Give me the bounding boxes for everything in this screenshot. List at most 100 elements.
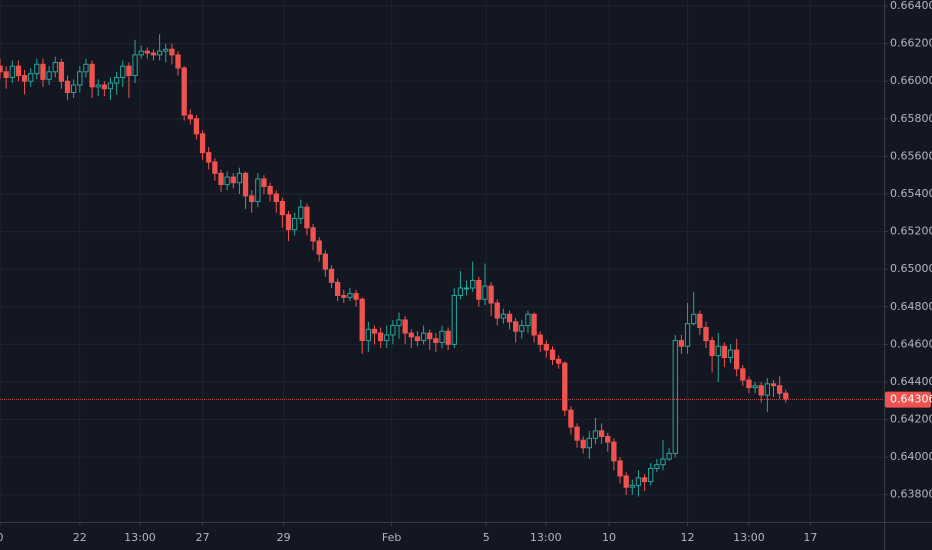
candle-body — [562, 362, 568, 411]
y-tick-label: 0.65000 — [890, 262, 932, 275]
candle-body — [611, 441, 617, 462]
candle-body — [150, 52, 157, 56]
candle-body — [359, 298, 365, 342]
candle-body — [598, 430, 605, 437]
candle-body — [156, 50, 163, 56]
candle-body — [181, 67, 187, 116]
candle-body — [77, 71, 83, 86]
candle-body — [586, 437, 592, 449]
candle-body — [703, 326, 709, 342]
candle-body — [470, 279, 476, 289]
candle-body — [709, 340, 715, 357]
x-tick-label: 27 — [196, 531, 210, 544]
candle-body — [654, 464, 660, 469]
candle-body — [764, 383, 771, 396]
candle-body — [218, 172, 224, 186]
x-tick-label: 0 — [0, 531, 4, 544]
candle-body — [783, 392, 789, 400]
y-tick-label: 0.64600 — [890, 337, 932, 350]
candle-body — [267, 185, 273, 195]
candle-body — [580, 439, 586, 449]
y-tick-label: 0.64800 — [890, 300, 932, 313]
x-tick-label: 10 — [602, 531, 616, 544]
candle-body — [371, 328, 378, 334]
candle-body — [451, 294, 457, 345]
candle-body — [568, 409, 574, 428]
candle-body — [721, 345, 728, 359]
candle-body — [212, 161, 218, 174]
candle-body — [623, 475, 629, 488]
y-tick-label: 0.63800 — [890, 488, 932, 501]
candle-body — [15, 65, 22, 77]
candle-body — [175, 54, 181, 69]
candle-body — [347, 293, 353, 298]
candle-body — [513, 321, 519, 332]
candle-body — [138, 50, 144, 56]
candle-body — [316, 240, 322, 255]
candle-body — [34, 63, 40, 75]
candle-body — [476, 279, 482, 300]
x-tick-label: 13:00 — [733, 531, 765, 544]
candle-body — [187, 114, 193, 120]
candle-body — [21, 75, 28, 82]
y-tick-label: 0.66000 — [890, 74, 932, 87]
candle-body — [193, 118, 200, 135]
candle-body — [236, 172, 243, 184]
candle-body — [310, 227, 316, 242]
candle-body — [457, 287, 464, 296]
candle-body — [230, 176, 236, 184]
candle-body — [420, 332, 427, 342]
candle-body — [408, 332, 414, 338]
candle-body — [531, 313, 537, 336]
candle-body — [384, 334, 390, 342]
candle-body — [445, 330, 451, 345]
candle-body — [365, 328, 371, 342]
candle-body — [261, 178, 267, 187]
candle-body — [89, 63, 95, 88]
candle-body — [242, 172, 249, 197]
candle-body — [377, 332, 384, 342]
candle-body — [126, 65, 132, 77]
y-tick-label: 0.64200 — [890, 413, 932, 426]
candle-body — [776, 385, 783, 394]
candle-body — [279, 201, 286, 216]
candle-body — [107, 82, 114, 90]
candle-body — [648, 467, 654, 483]
candle-body — [101, 84, 108, 90]
candle-body — [439, 330, 445, 343]
candle-body — [463, 287, 470, 290]
candle-body — [113, 76, 120, 84]
candle-body — [3, 71, 9, 78]
candle-body — [758, 385, 764, 396]
candle-body — [334, 281, 341, 296]
candle-body — [285, 214, 292, 231]
candle-body — [746, 379, 752, 389]
candle-body — [549, 349, 556, 360]
y-tick-label: 0.65200 — [890, 225, 932, 238]
candle-body — [206, 152, 212, 163]
candle-body — [500, 313, 507, 319]
candle-body — [641, 477, 648, 483]
y-tick-label: 0.64000 — [890, 450, 932, 463]
candle-body — [0, 65, 3, 73]
candle-body — [574, 426, 580, 441]
candle-body — [605, 435, 611, 443]
candle-body — [427, 332, 433, 340]
candle-body — [46, 71, 52, 80]
x-tick-label: 12 — [681, 531, 695, 544]
candle-body — [727, 349, 734, 359]
candle-body — [752, 385, 758, 389]
candle-body — [9, 65, 15, 78]
candle-body — [249, 195, 255, 203]
candle-body — [95, 84, 101, 88]
candle-body — [697, 313, 703, 328]
candle-body — [163, 48, 169, 52]
x-tick-label: 29 — [277, 531, 291, 544]
candle-body — [83, 63, 89, 73]
candle-body — [740, 368, 746, 381]
candle-body — [592, 430, 599, 439]
candle-body — [224, 176, 230, 186]
x-tick-label: 17 — [803, 531, 817, 544]
candle-body — [715, 345, 721, 357]
